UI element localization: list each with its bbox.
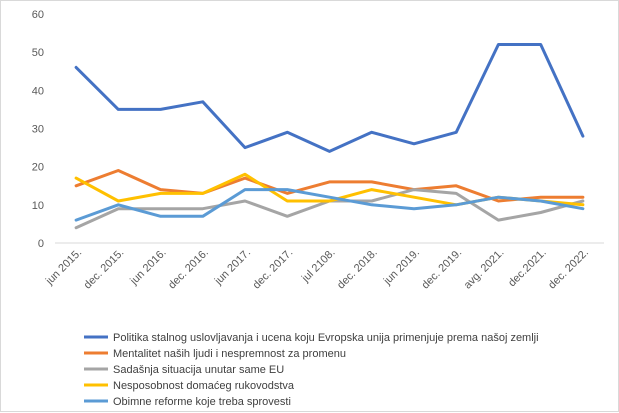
x-tick-label: dec. 2015. (82, 247, 127, 292)
y-tick-label: 10 (32, 200, 44, 212)
x-tick-label: avg. 2021. (462, 247, 507, 292)
x-tick-label: jun 2015. (43, 247, 84, 288)
legend: Politika stalnog uslovljavanja i ucena k… (84, 332, 539, 408)
x-tick-label: jul 2108. (299, 247, 338, 286)
x-tick-label: dec. 2022. (546, 247, 591, 292)
legend-label: Nesposobnost domaćeg rukovodstva (113, 380, 295, 392)
legend-label: Obimne reforme koje treba sprovesti (113, 396, 291, 408)
axis-layer: 0 10 20 30 40 50 60 jun 2015.dec. 2015. jun 2016… (32, 9, 604, 291)
x-tick-label: dec.2021. (506, 247, 549, 290)
y-tick-label: 50 (32, 47, 44, 59)
y-tick-label: 30 (32, 124, 44, 136)
x-tick-label: jun 2017. (212, 247, 253, 288)
x-tick-label: jun 2019. (381, 247, 422, 288)
x-tick-label: jun 2016. (127, 247, 168, 288)
series-layer (74, 43, 585, 230)
y-tick-label: 20 (32, 162, 44, 174)
x-tick-label: dec. 2018. (335, 247, 380, 292)
legend-label: Mentalitet naših ljudi i nespremnost za … (113, 348, 346, 360)
x-tick-label: dec. 2019. (420, 247, 465, 292)
x-tick-label: dec. 2017. (251, 247, 296, 292)
series-line-2 (74, 169, 585, 203)
x-tick-label: dec. 2016. (166, 247, 211, 292)
y-tick-label: 40 (32, 85, 44, 97)
series-line-1 (74, 43, 585, 153)
y-tick-label: 0 (38, 238, 44, 250)
series-line-5 (74, 188, 585, 222)
legend-label: Sadašnja situacija unutar same EU (113, 364, 284, 376)
legend-label: Politika stalnog uslovljavanja i ucena k… (113, 332, 539, 344)
y-tick-label: 60 (32, 9, 44, 21)
